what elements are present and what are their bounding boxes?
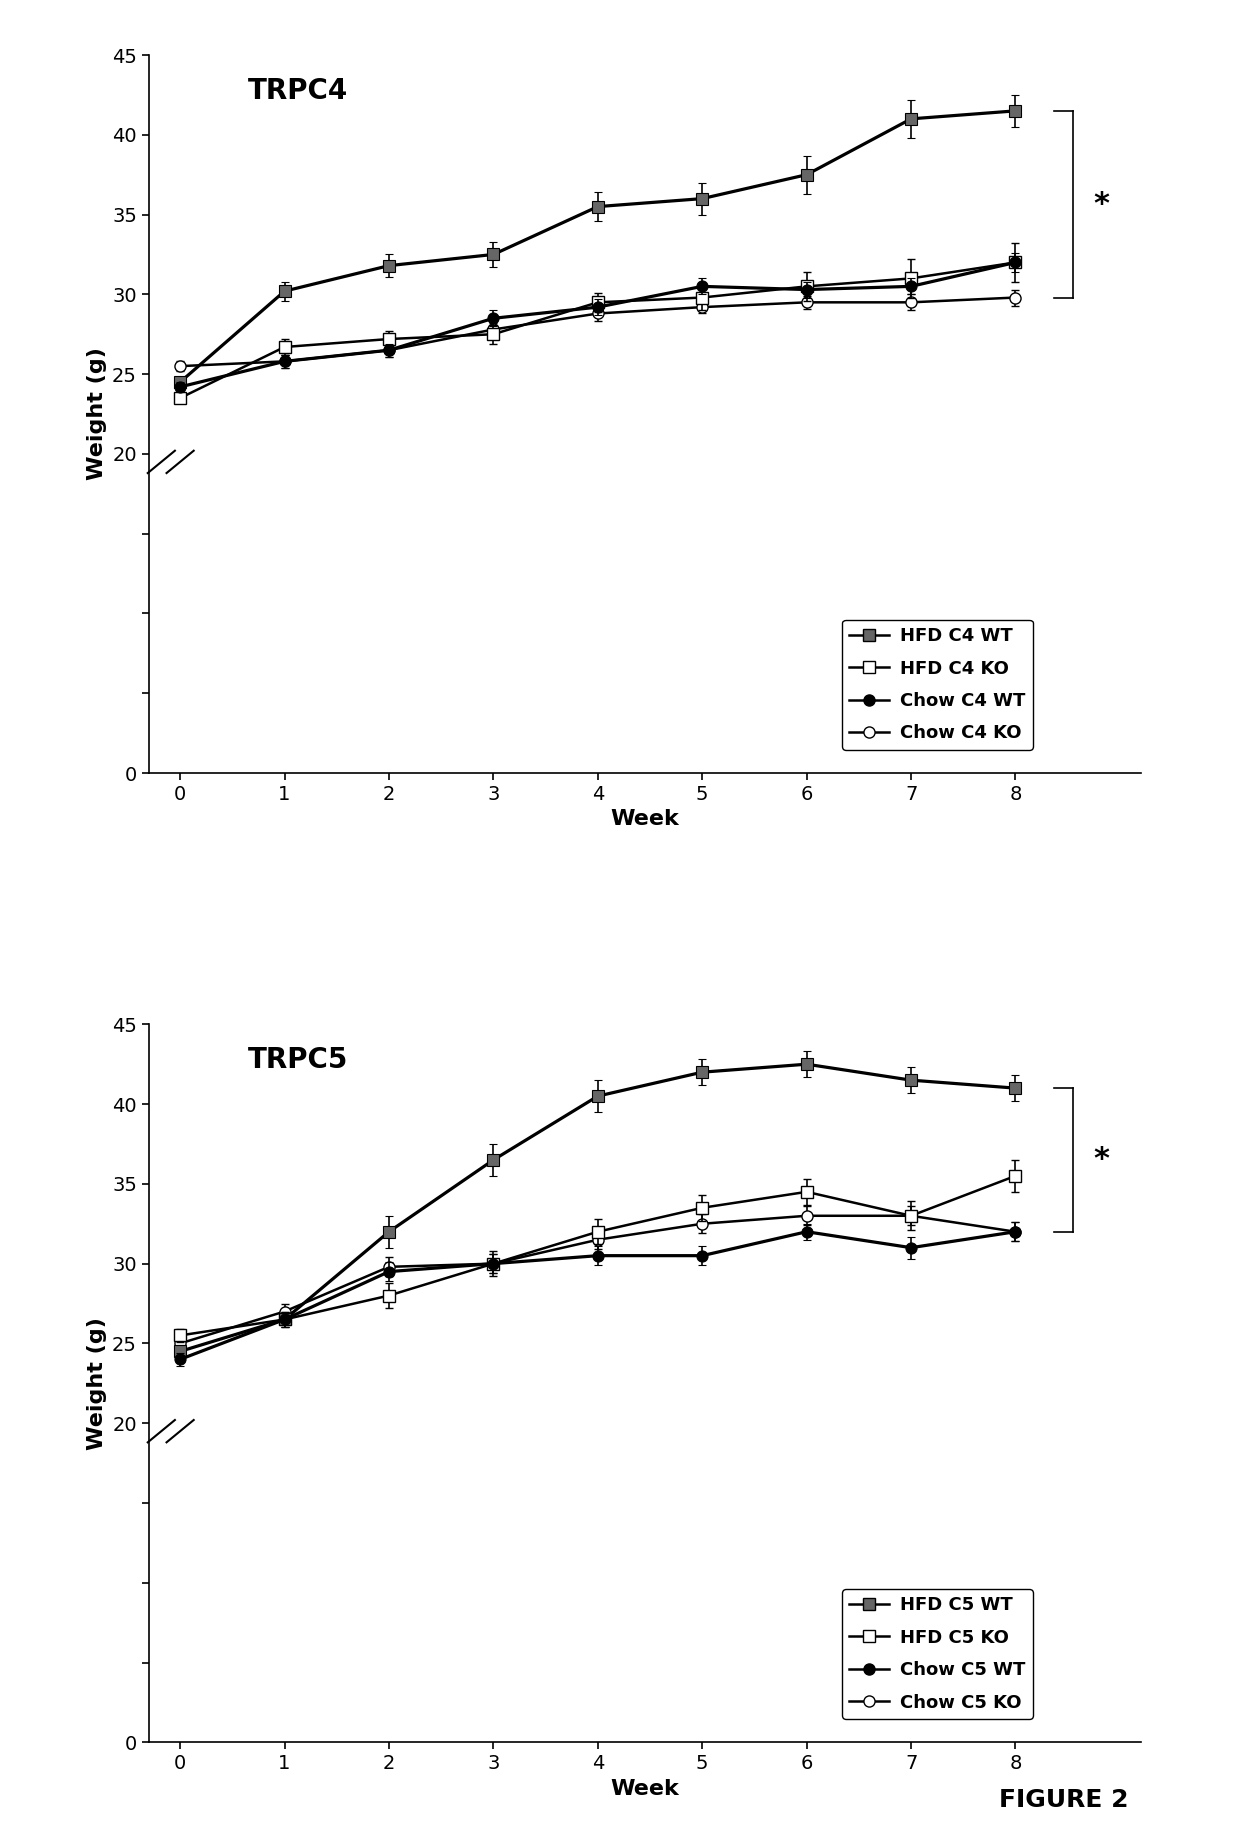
Text: TRPC4: TRPC4 <box>248 77 348 105</box>
Text: *: * <box>1094 189 1110 218</box>
Legend: HFD C4 WT, HFD C4 KO, Chow C4 WT, Chow C4 KO: HFD C4 WT, HFD C4 KO, Chow C4 WT, Chow C… <box>842 620 1033 750</box>
X-axis label: Week: Week <box>610 809 680 829</box>
Y-axis label: Weight (g): Weight (g) <box>87 1317 107 1449</box>
Legend: HFD C5 WT, HFD C5 KO, Chow C5 WT, Chow C5 KO: HFD C5 WT, HFD C5 KO, Chow C5 WT, Chow C… <box>842 1588 1033 1718</box>
Text: FIGURE 2: FIGURE 2 <box>999 1788 1128 1812</box>
Y-axis label: Weight (g): Weight (g) <box>87 348 107 481</box>
Text: *: * <box>1094 1146 1110 1174</box>
X-axis label: Week: Week <box>610 1779 680 1799</box>
Text: TRPC5: TRPC5 <box>248 1045 348 1075</box>
